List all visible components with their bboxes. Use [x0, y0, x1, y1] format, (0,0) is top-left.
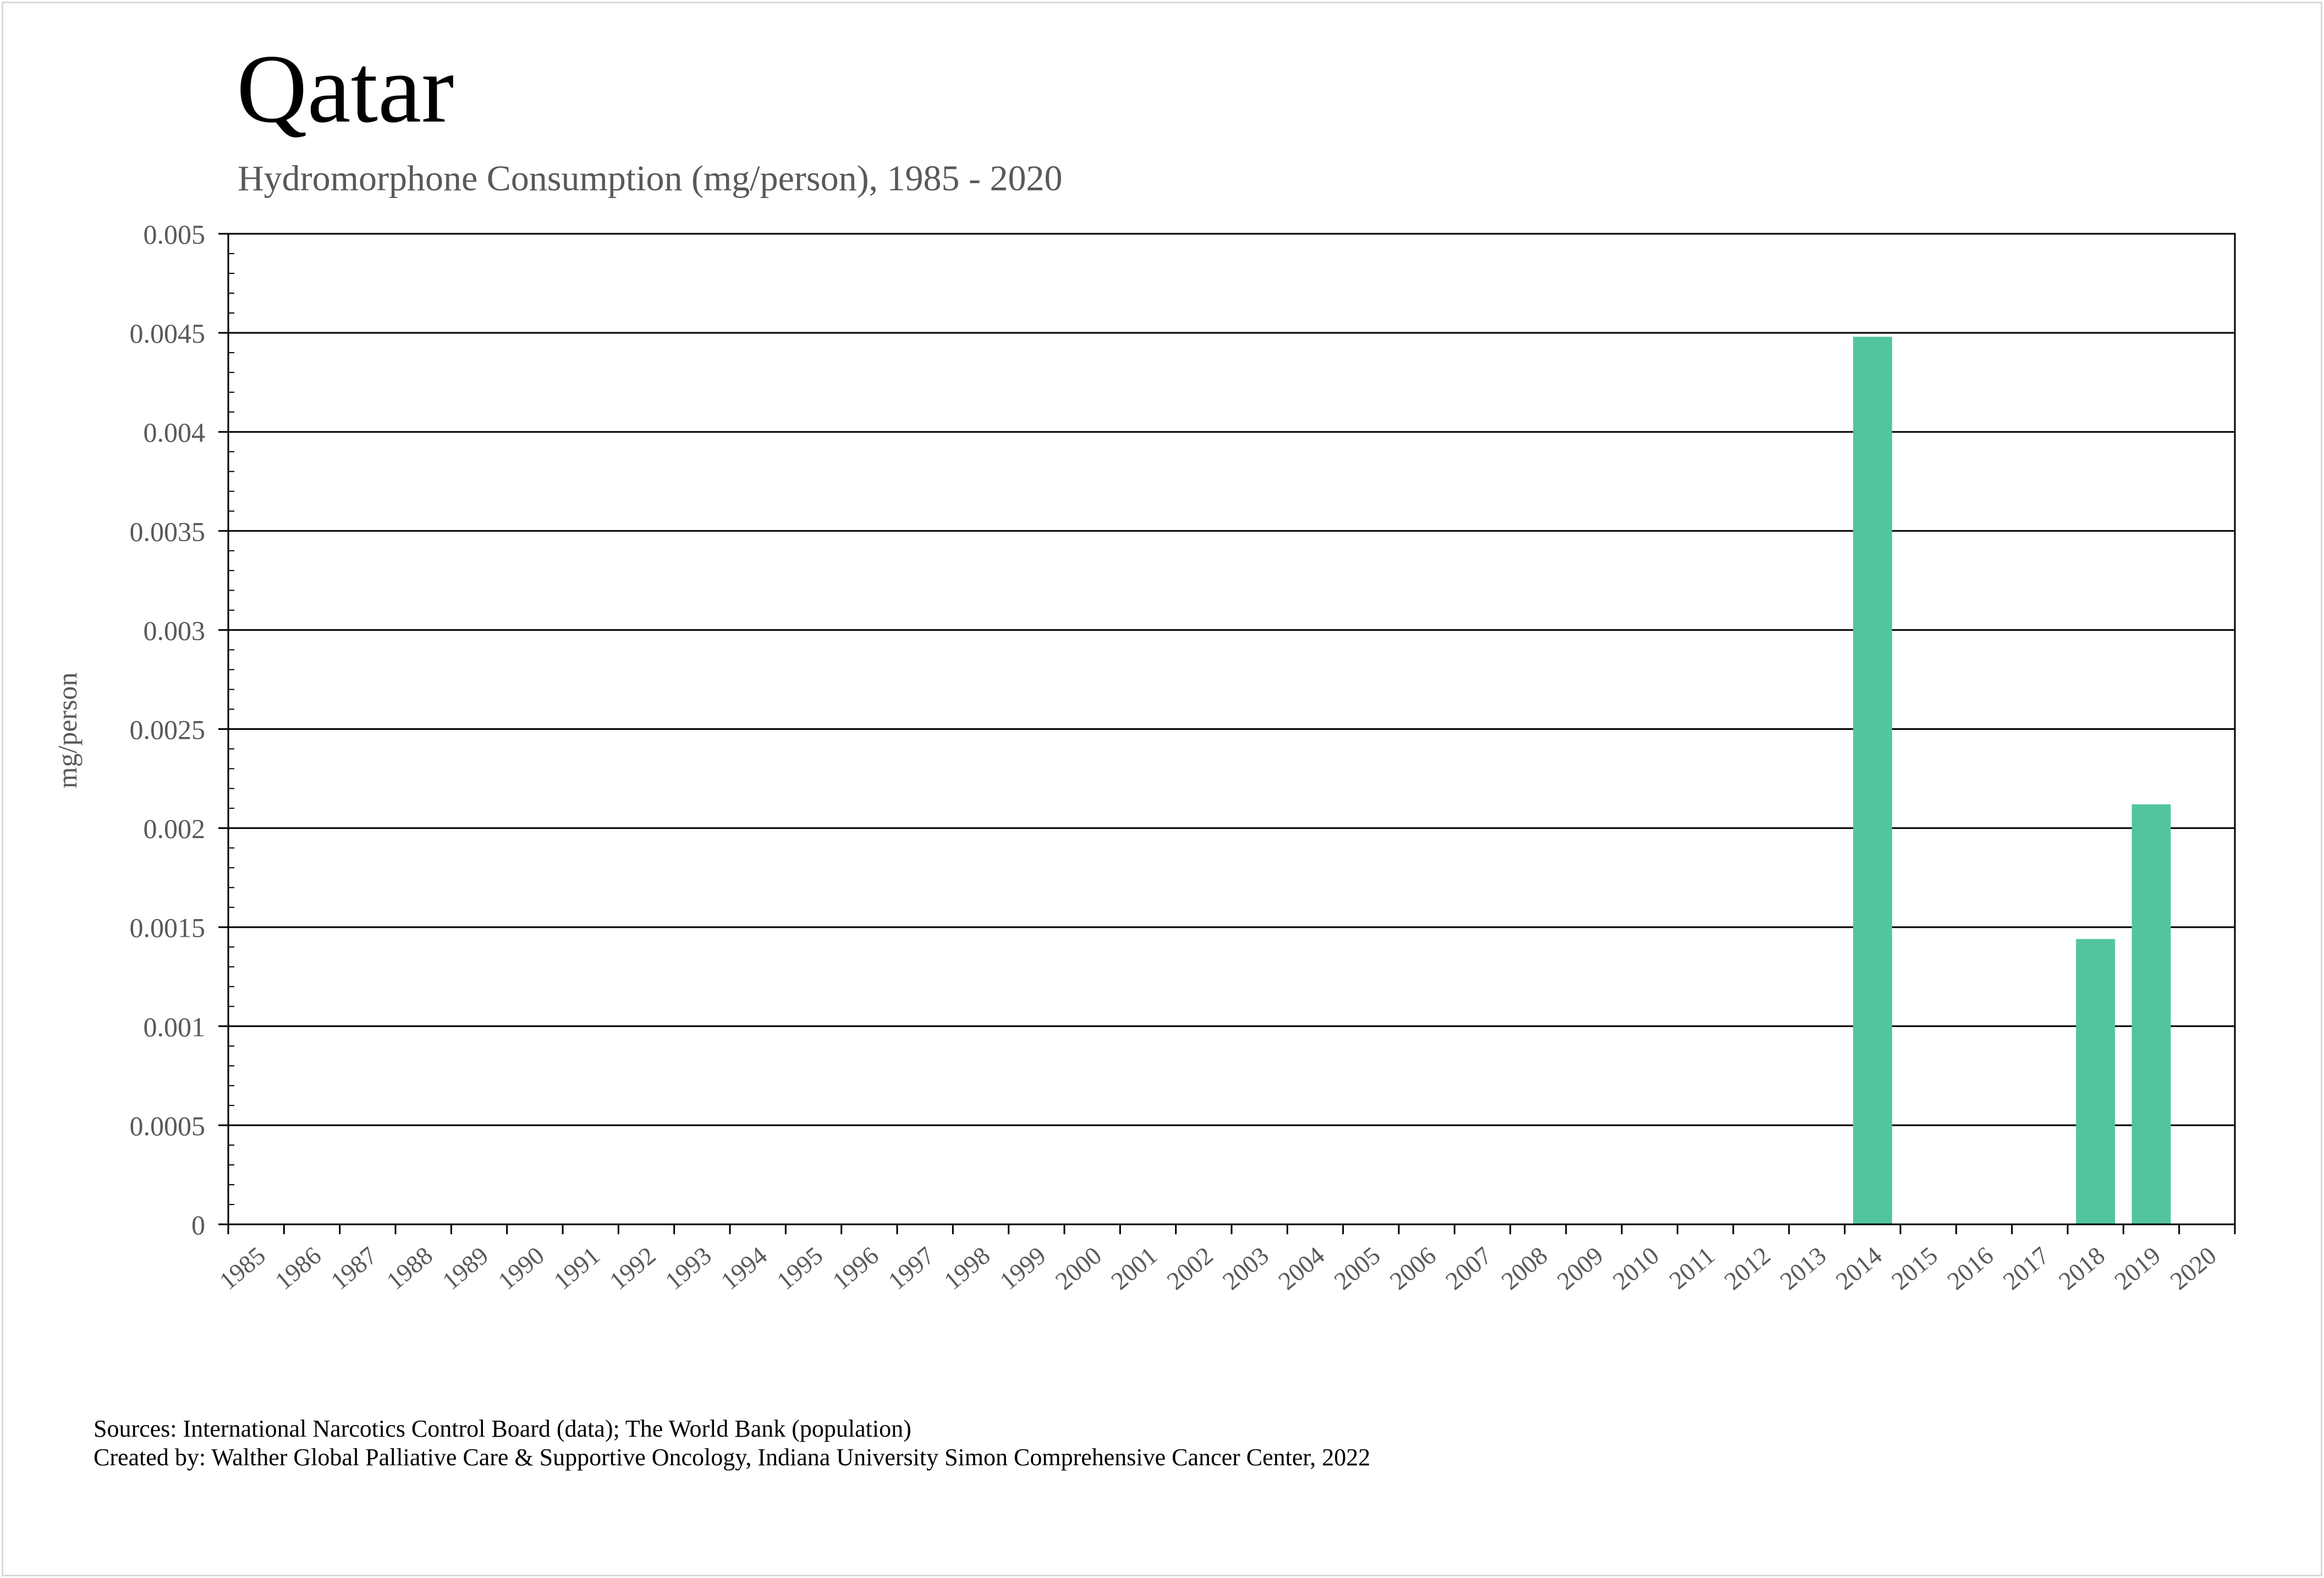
x-tick-label: 1998 — [938, 1241, 995, 1295]
y-tick-label: 0.001 — [144, 1011, 206, 1042]
x-tick-label: 2000 — [1050, 1241, 1107, 1295]
x-tick-label: 2019 — [2109, 1241, 2166, 1295]
x-tick-label: 2011 — [1664, 1241, 1720, 1295]
x-tick-label: 1999 — [995, 1241, 1051, 1295]
bar-2018 — [2076, 939, 2116, 1224]
x-tick-label: 2013 — [1774, 1241, 1831, 1295]
x-tick-label: 2008 — [1496, 1241, 1553, 1295]
y-tick-label: 0.004 — [144, 417, 206, 448]
x-tick-label: 2005 — [1329, 1241, 1386, 1295]
y-tick-label: 0.0005 — [130, 1110, 206, 1141]
axes — [218, 233, 2236, 1234]
x-tick-label: 2003 — [1217, 1241, 1274, 1295]
x-tick-label: 2010 — [1607, 1241, 1664, 1295]
x-tick-label: 2004 — [1273, 1241, 1329, 1295]
chart-subtitle: Hydromorphone Consumption (mg/person), 1… — [238, 158, 1063, 199]
x-tick-label: 1991 — [548, 1241, 605, 1295]
x-tick-label: 1989 — [437, 1241, 493, 1295]
sources-note: Sources: International Narcotics Control… — [94, 1415, 911, 1442]
x-tick-label: 2016 — [1942, 1241, 1998, 1295]
x-tick-label: 1987 — [326, 1241, 382, 1295]
x-tick-label: 2002 — [1162, 1241, 1218, 1295]
y-tick-label: 0.0025 — [130, 714, 206, 745]
y-tick-label: 0.002 — [144, 813, 206, 844]
x-tick-label: 2014 — [1831, 1241, 1887, 1295]
y-tick-label: 0.0035 — [130, 516, 206, 547]
bar-2014 — [1853, 337, 1892, 1225]
x-tick-label: 2001 — [1106, 1241, 1162, 1295]
x-tick-label: 1985 — [214, 1241, 271, 1295]
x-tick-label: 2015 — [1886, 1241, 1943, 1295]
x-tick-label: 1990 — [493, 1241, 550, 1295]
y-tick-label: 0.003 — [144, 615, 206, 646]
x-tick-label: 2018 — [2053, 1241, 2110, 1295]
x-tick-label: 2012 — [1719, 1241, 1776, 1295]
x-tick-label: 1994 — [716, 1241, 772, 1295]
credit-note: Created by: Walther Global Palliative Ca… — [94, 1444, 1371, 1471]
x-tick-label: 1995 — [771, 1241, 828, 1295]
x-tick-label: 1988 — [381, 1241, 438, 1295]
x-tick-label: 1996 — [827, 1241, 884, 1295]
x-tick-label: 2017 — [1998, 1241, 2054, 1295]
y-tick-label: 0.005 — [144, 219, 206, 250]
x-tick-label: 2020 — [2165, 1241, 2222, 1295]
bar-2019 — [2131, 804, 2171, 1224]
x-tick-label: 2006 — [1384, 1241, 1441, 1295]
y-tick-label: 0.0045 — [130, 318, 206, 349]
chart-title: Qatar — [237, 34, 454, 143]
x-tick-label: 1993 — [660, 1241, 717, 1295]
y-tick-label: 0.0015 — [130, 912, 206, 943]
y-tick-label: 0 — [191, 1209, 205, 1240]
x-tick-label: 2009 — [1552, 1241, 1608, 1295]
gridlines — [228, 332, 2235, 1126]
x-tick-label: 1986 — [270, 1241, 326, 1295]
tick-labels: 0 0.0005 0.001 0.0015 0.002 0.0025 0.003 0.0035… — [130, 219, 2222, 1295]
x-tick-label: 1992 — [604, 1241, 661, 1295]
x-tick-label: 1997 — [883, 1241, 940, 1295]
bars — [1853, 337, 2171, 1225]
x-tick-label: 2007 — [1440, 1241, 1497, 1295]
